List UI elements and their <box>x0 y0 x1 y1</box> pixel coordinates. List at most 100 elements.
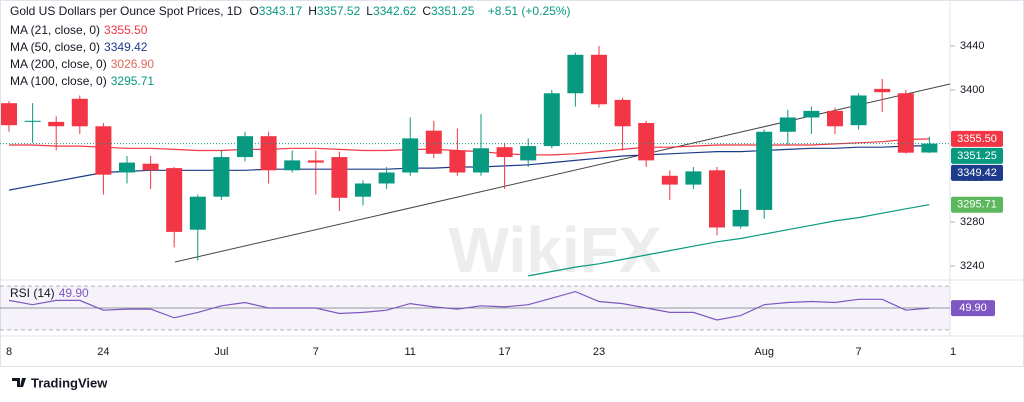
x-tick-label: 17 <box>498 346 510 358</box>
candle-body <box>142 163 159 171</box>
y-tick-label: 3280 <box>960 216 984 228</box>
candle-body <box>496 147 513 158</box>
legend-row: MA (100, close, 0) 3295.71 <box>10 73 158 90</box>
header: Gold US Dollars per Ounce Spot Prices, 1… <box>10 4 574 18</box>
candle-body <box>520 146 537 161</box>
ohlc-value: 3351.25 <box>431 4 475 18</box>
candle-body <box>567 54 584 94</box>
candle-body <box>166 168 183 232</box>
candle-body <box>24 120 41 122</box>
legend-row: MA (200, close, 0) 3026.90 <box>10 56 158 73</box>
candle-body <box>260 136 277 171</box>
x-tick-label: 11 <box>404 346 415 358</box>
candle-body <box>378 172 395 184</box>
candle-body <box>237 136 253 158</box>
rsi-name: RSI (14) <box>10 286 55 300</box>
x-tick-label: Jul <box>214 346 228 358</box>
ohlc-item: L3342.62 <box>366 4 416 18</box>
trend-line <box>174 83 951 263</box>
y-tick-label: 3240 <box>960 260 984 272</box>
candle-body <box>189 196 206 230</box>
candle-body <box>119 162 135 173</box>
rsi-legend: RSI (14) 49.90 <box>10 286 93 300</box>
x-tick-label: 24 <box>97 346 109 358</box>
candle-body <box>473 148 489 173</box>
x-tick-label: 8 <box>6 346 12 358</box>
candle-body <box>827 110 843 127</box>
candle-body <box>779 117 796 132</box>
legend-value: 3355.50 <box>104 23 148 37</box>
legend-value: 3349.42 <box>104 40 148 54</box>
x-tick-label: 7 <box>313 346 319 358</box>
ohlc-label: C <box>422 4 431 18</box>
ohlc-value: 3343.17 <box>258 4 303 18</box>
price-tag-label: 3351.25 <box>957 150 997 162</box>
y-tick-label: 3440 <box>960 40 984 52</box>
ohlc-item: C3351.25 <box>422 4 474 18</box>
ma-line <box>8 145 930 191</box>
legend-name: MA (21, close, 0) <box>10 23 101 37</box>
candle-body <box>402 138 419 173</box>
price-tag-label: 3349.42 <box>957 167 997 179</box>
price-tag <box>951 147 1003 164</box>
candle-body <box>897 93 914 153</box>
x-tick-label: 1 <box>950 346 956 358</box>
price-tag-label: 3355.50 <box>957 133 997 145</box>
footer-brand: TradingView <box>31 375 108 390</box>
candle-body <box>71 98 88 127</box>
candle-body <box>685 171 702 185</box>
ohlc-item: H3357.52 <box>308 4 360 18</box>
legend-value: 3026.90 <box>110 57 155 71</box>
candle-body <box>284 160 301 171</box>
rsi-tag-label: 49.90 <box>959 302 987 314</box>
x-tick-label: 7 <box>856 346 862 358</box>
legend-row: MA (50, close, 0) 3349.42 <box>10 39 158 56</box>
candle-body <box>48 121 65 127</box>
ohlc-value: 3357.52 <box>316 4 361 18</box>
candle-body <box>732 209 749 227</box>
rsi-line <box>8 290 930 321</box>
candle-body <box>661 175 678 185</box>
legend-value: 3295.71 <box>110 74 155 88</box>
candle-body <box>874 88 891 93</box>
candle-body <box>756 131 773 210</box>
legend-name: MA (100, close, 0) <box>10 74 107 88</box>
rsi-value: 49.90 <box>58 286 89 300</box>
candle-body <box>614 99 631 127</box>
ohlc-value: 3342.62 <box>372 4 417 18</box>
ma-line <box>9 138 930 156</box>
ma-legend: MA (21, close, 0) 3355.50 MA (50, close, 0… <box>10 22 158 90</box>
x-tick-label: Aug <box>754 346 774 358</box>
candle-body <box>95 126 112 175</box>
candle-body <box>307 160 324 163</box>
price-tag <box>951 130 1003 147</box>
legend-name: MA (50, close, 0) <box>10 40 101 54</box>
candle-body <box>1 103 17 126</box>
candle-body <box>449 150 466 173</box>
watermark: WikiFX <box>449 214 662 286</box>
header-change: +8.51 (+0.25%) <box>487 4 571 18</box>
candle-body <box>709 170 725 228</box>
candle-body <box>331 157 348 198</box>
candle-body <box>638 122 655 161</box>
candle-body <box>850 95 867 126</box>
rsi-tag <box>951 300 995 317</box>
x-tick-label: 23 <box>593 346 605 358</box>
ohlc-label: H <box>308 4 317 18</box>
candle-body <box>921 143 938 153</box>
candle-body <box>803 110 820 118</box>
price-tag-label: 3295.71 <box>957 199 997 211</box>
ohlc-item: O3343.17 <box>249 4 302 18</box>
footer-logo <box>12 378 26 387</box>
price-tag <box>951 164 1003 181</box>
legend-name: MA (200, close, 0) <box>10 57 107 71</box>
legend-row: MA (21, close, 0) 3355.50 <box>10 22 158 39</box>
candle-body <box>543 93 560 147</box>
candle-body <box>355 183 371 197</box>
ohlc: O3343.17 H3357.52 L3342.62 C3351.25 <box>249 4 480 18</box>
ma-line <box>528 204 930 277</box>
price-tag <box>951 196 1003 213</box>
header-title: Gold US Dollars per Ounce Spot Prices, 1… <box>10 4 243 18</box>
